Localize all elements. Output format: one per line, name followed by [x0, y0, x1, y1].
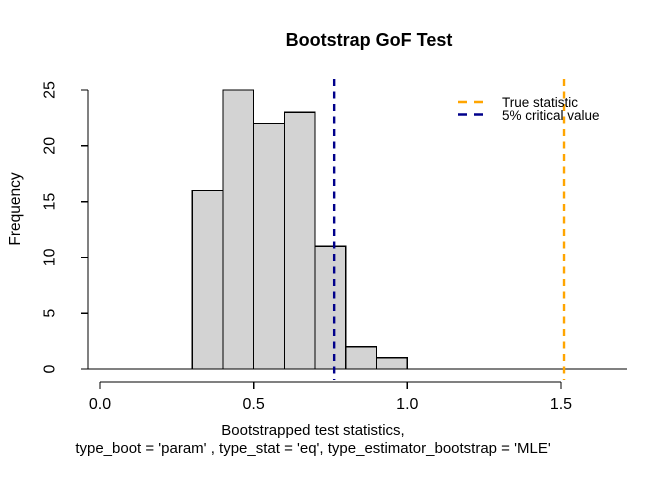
histogram-bar [283, 111, 316, 370]
legend-label-true-statistic: True statistic [502, 95, 579, 110]
x-tick-label: 1.0 [396, 396, 418, 413]
legend-label-critical-value: 5% critical value [502, 108, 600, 123]
chart-title: Bootstrap GoF Test [285, 30, 453, 50]
y-tick-label: 20 [42, 137, 59, 155]
x-axis-title-line1: Bootstrapped test statistics, [221, 422, 405, 439]
y-tick-label: 10 [42, 248, 59, 266]
histogram-bar [345, 346, 378, 370]
histogram-bar [314, 245, 347, 370]
x-tick-label: 1.5 [550, 396, 572, 413]
y-tick-label: 0 [42, 364, 59, 373]
y-tick-label: 15 [42, 193, 59, 211]
y-tick-label: 25 [42, 81, 59, 99]
x-tick-label: 0.5 [243, 396, 265, 413]
histogram-bar [222, 89, 255, 370]
y-axis-title: Frequency [7, 172, 24, 246]
histogram-bar [191, 189, 224, 370]
x-axis-title-line2: type_boot = 'param' , type_stat = 'eq', … [75, 440, 551, 457]
y-tick-label: 5 [42, 309, 59, 318]
histogram-bar [375, 357, 408, 370]
histogram-bar [253, 122, 285, 370]
x-tick-label: 0.0 [89, 396, 111, 413]
